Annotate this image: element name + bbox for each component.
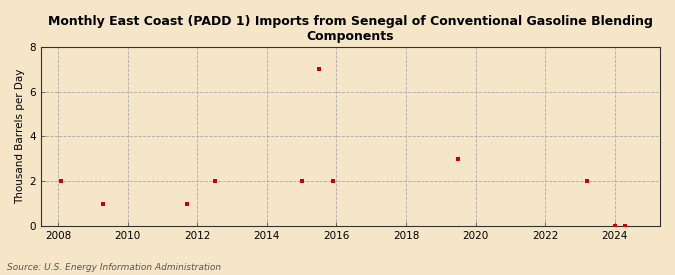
Point [55, 179, 66, 183]
Point [182, 201, 192, 206]
Point [453, 156, 464, 161]
Point [209, 179, 220, 183]
Point [582, 179, 593, 183]
Point [314, 67, 325, 72]
Point [610, 224, 620, 228]
Point [620, 224, 630, 228]
Point [296, 179, 307, 183]
Point [327, 179, 338, 183]
Y-axis label: Thousand Barrels per Day: Thousand Barrels per Day [15, 69, 25, 204]
Text: Source: U.S. Energy Information Administration: Source: U.S. Energy Information Administ… [7, 263, 221, 272]
Point [98, 201, 109, 206]
Title: Monthly East Coast (PADD 1) Imports from Senegal of Conventional Gasoline Blendi: Monthly East Coast (PADD 1) Imports from… [48, 15, 653, 43]
